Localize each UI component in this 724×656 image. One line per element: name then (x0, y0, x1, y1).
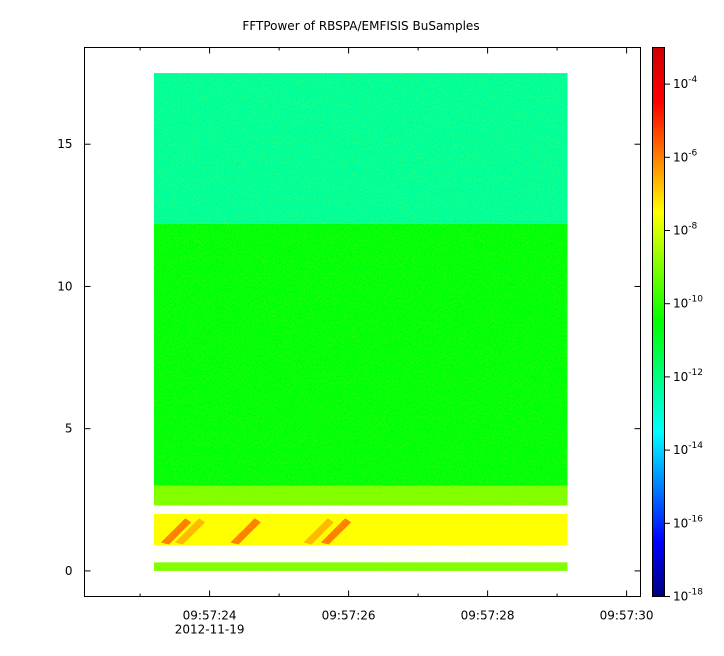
colorbar-tick-exponent: -6 (688, 148, 697, 158)
x-tick-label: 09:57:26 (322, 609, 376, 623)
colorbar-tick-exponent: -14 (688, 441, 703, 451)
colorbar-tick-exponent: -8 (688, 222, 697, 232)
colorbar-tick-exponent: -16 (688, 514, 703, 524)
colorbar (652, 47, 665, 597)
x-date-label: 2012-11-19 (175, 623, 245, 637)
colorbar-tick-exponent: -4 (688, 75, 697, 85)
y-tick-label: 0 (65, 564, 73, 578)
colorbar-tick-label: 10-14 (673, 441, 703, 457)
colorbar-tick-exponent: -18 (688, 588, 703, 598)
colorbar-tick-label: 10-18 (673, 588, 703, 604)
colorbar-tick-label: 10-10 (673, 295, 703, 311)
colorbar-tick-label: 10-8 (673, 222, 698, 238)
y-tick-label: 5 (65, 422, 73, 436)
colorbar-tick-label: 10-6 (673, 148, 698, 164)
y-tick-label: 15 (57, 137, 72, 151)
colorbar-tick-exponent: -12 (688, 368, 703, 378)
chart-title: FFTPower of RBSPA/EMFISIS BuSamples (242, 19, 479, 33)
x-tick-label: 09:57:24 (183, 609, 237, 623)
colorbar-tick-label: 10-16 (673, 514, 703, 530)
spectrogram-texture (154, 73, 568, 571)
colorbar-tick-exponent: -10 (688, 295, 703, 305)
y-tick-label: 10 (57, 279, 72, 293)
x-tick-label: 09:57:30 (600, 609, 654, 623)
spectrogram-image (154, 73, 568, 571)
y-axis: 0 5 10 15 (57, 137, 641, 578)
x-tick-label: 09:57:28 (461, 609, 515, 623)
colorbar-axis: 10-4 10-6 10-8 10-10 10-12 10-14 10-16 10-18 (664, 75, 703, 604)
colorbar-tick-label: 10-4 (673, 75, 698, 91)
colorbar-tick-label: 10-12 (673, 368, 703, 384)
